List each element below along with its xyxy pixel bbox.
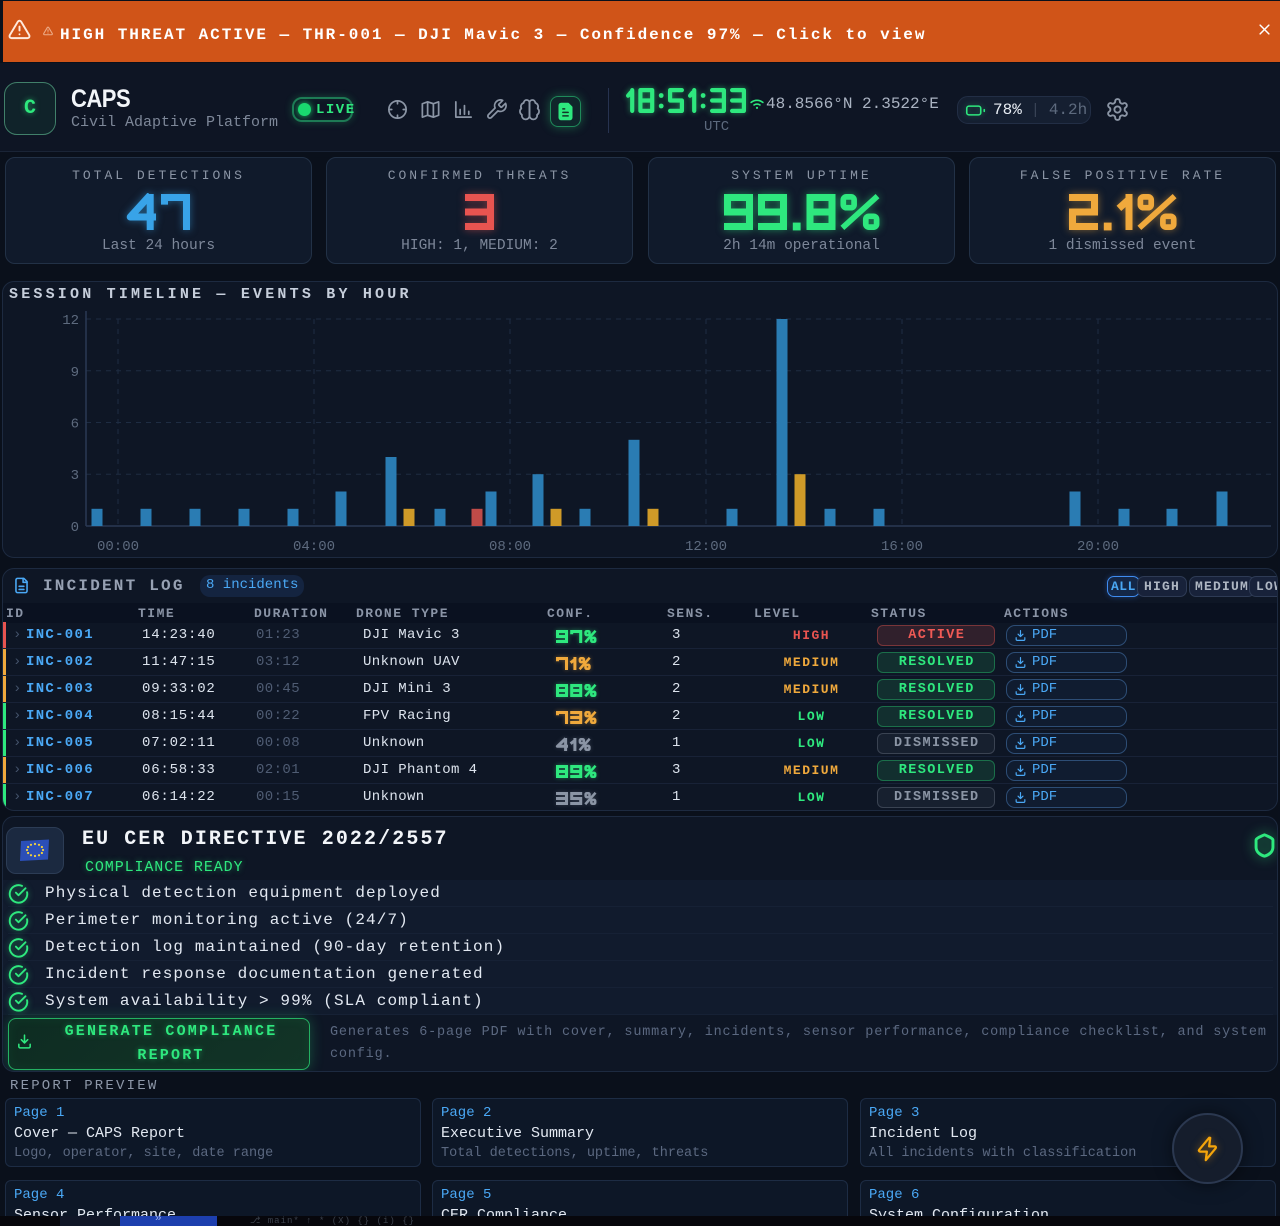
svg-text:0: 0 — [71, 520, 79, 536]
svg-text:16:00: 16:00 — [881, 539, 923, 555]
svg-text:12:00: 12:00 — [685, 539, 727, 555]
svg-text:04:00: 04:00 — [293, 539, 335, 555]
svg-text:6: 6 — [71, 417, 79, 433]
svg-text:20:00: 20:00 — [1077, 539, 1119, 555]
svg-text:3: 3 — [71, 468, 79, 484]
svg-text:00:00: 00:00 — [97, 539, 139, 555]
svg-text:08:00: 08:00 — [489, 539, 531, 555]
svg-text:12: 12 — [62, 313, 79, 329]
svg-text:9: 9 — [71, 365, 79, 381]
